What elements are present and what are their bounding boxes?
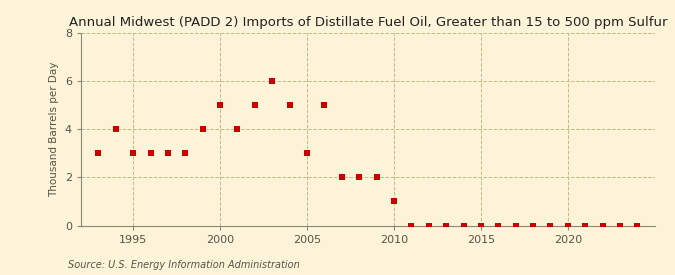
Point [510,223,521,228]
Point [458,223,469,228]
Point [215,103,225,107]
Point [389,199,400,204]
Point [336,175,347,180]
Point [545,223,556,228]
Point [354,175,364,180]
Point [614,223,625,228]
Point [302,151,313,155]
Point [111,127,122,131]
Point [250,103,261,107]
Point [128,151,138,155]
Point [319,103,330,107]
Point [423,223,434,228]
Point [163,151,173,155]
Y-axis label: Thousand Barrels per Day: Thousand Barrels per Day [49,62,59,197]
Point [441,223,452,228]
Point [493,223,504,228]
Point [180,151,191,155]
Point [580,223,591,228]
Text: Source: U.S. Energy Information Administration: Source: U.S. Energy Information Administ… [68,260,299,270]
Point [562,223,573,228]
Title: Annual Midwest (PADD 2) Imports of Distillate Fuel Oil, Greater than 15 to 500 p: Annual Midwest (PADD 2) Imports of Disti… [69,16,667,29]
Point [93,151,104,155]
Point [197,127,208,131]
Point [145,151,156,155]
Point [232,127,243,131]
Point [475,223,486,228]
Point [267,79,277,83]
Point [406,223,416,228]
Point [528,223,539,228]
Point [371,175,382,180]
Point [632,223,643,228]
Point [597,223,608,228]
Point [284,103,295,107]
